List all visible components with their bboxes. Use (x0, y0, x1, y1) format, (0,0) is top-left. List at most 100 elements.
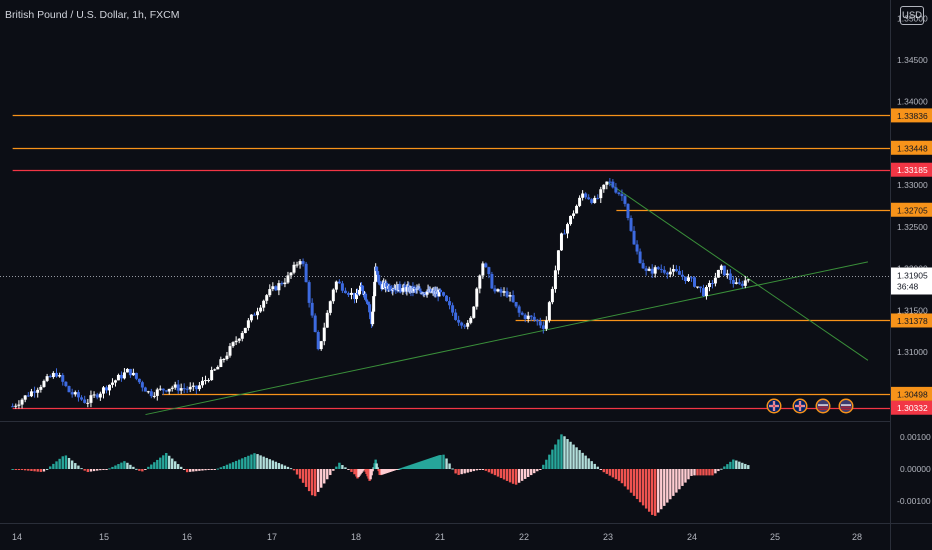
histogram-bar (678, 469, 681, 490)
histogram-bar (326, 469, 329, 480)
histogram-bar (605, 469, 609, 474)
rising-trendline[interactable] (145, 261, 869, 416)
histogram-bar (105, 469, 108, 470)
histogram-bar (323, 469, 326, 484)
histogram-bar (153, 462, 156, 469)
falling-trendline[interactable] (607, 182, 869, 361)
histogram-bar (502, 469, 506, 480)
candle-body (246, 320, 250, 328)
candle-body (301, 261, 305, 264)
candle-body (484, 263, 488, 268)
candle-body (611, 181, 615, 188)
price-tick-label: 1.31000 (897, 347, 928, 357)
histogram-bar (86, 469, 90, 473)
histogram-bar (58, 458, 61, 469)
histogram-bar (335, 466, 338, 469)
candle-body (259, 307, 263, 312)
histogram-bar (539, 469, 542, 470)
candle-body (569, 215, 573, 225)
histogram-bars[interactable] (11, 434, 750, 516)
candle-body (722, 265, 726, 276)
histogram-bar (274, 461, 278, 469)
candle-body (707, 283, 711, 288)
us-flag-icon[interactable] (838, 398, 854, 414)
gb-flag-icon[interactable] (766, 398, 782, 414)
histogram-bar (699, 469, 702, 476)
candle-body (746, 279, 750, 281)
histogram-bar (61, 456, 64, 469)
candle-body (359, 285, 363, 290)
oscillator-pane[interactable] (11, 434, 750, 516)
histogram-bar (165, 453, 168, 469)
histogram-bar (738, 461, 741, 469)
candle-body (39, 386, 43, 390)
histogram-bar (89, 469, 93, 472)
level-price-badge[interactable] (891, 108, 932, 123)
candle-body (457, 319, 461, 323)
candle-body (95, 394, 99, 398)
histogram-bar (705, 469, 708, 476)
histogram-bar (30, 469, 33, 471)
level-price-badge[interactable] (891, 400, 932, 415)
candle-body (647, 268, 651, 271)
candle-body (575, 205, 579, 214)
histogram-bar (102, 469, 105, 470)
histogram-bar (96, 469, 99, 471)
level-price-badge[interactable] (891, 202, 932, 217)
histogram-bar (320, 469, 323, 488)
histogram-bar (182, 469, 186, 470)
histogram-bar (179, 466, 183, 469)
histogram-bar (250, 454, 253, 469)
level-price-badge[interactable] (891, 162, 932, 177)
histogram-bar (508, 469, 512, 483)
candle-body (381, 284, 385, 290)
histogram-bar (654, 469, 657, 516)
level-price-badge[interactable] (891, 140, 932, 155)
candle-body (316, 331, 320, 350)
candle-body (405, 287, 409, 292)
level-price-badge[interactable] (891, 386, 932, 401)
candle-body (240, 333, 244, 339)
histogram-bar (265, 457, 268, 469)
histogram-bar (490, 469, 494, 474)
candle-body (86, 402, 90, 404)
histogram-bar (505, 469, 509, 481)
us-flag-icon[interactable] (815, 398, 831, 414)
histogram-bar (259, 455, 262, 469)
candle-body (140, 382, 144, 388)
candle-body (674, 269, 678, 272)
candle-body (701, 288, 705, 296)
histogram-bar (332, 469, 335, 471)
candle-body (365, 299, 369, 302)
histogram-bar (527, 469, 530, 477)
candle-body (514, 302, 518, 307)
candle-body (29, 391, 33, 397)
candle-body (173, 384, 177, 388)
gb-flag-icon[interactable] (792, 398, 808, 414)
candle-body (629, 218, 633, 231)
currency-button[interactable]: USD (900, 6, 924, 25)
candle-body (373, 281, 377, 297)
price-pane[interactable] (0, 114, 890, 416)
histogram-bar (478, 469, 482, 470)
candle-body (83, 399, 87, 403)
histogram-bar (247, 455, 250, 469)
candle-body (728, 273, 732, 280)
candle-body (346, 293, 350, 295)
candle-body (656, 267, 660, 269)
candle-body (454, 312, 458, 320)
histogram-bar (587, 458, 590, 469)
candles[interactable] (11, 177, 750, 409)
candle-body (469, 317, 473, 323)
candle-body (614, 187, 618, 193)
level-price-badge[interactable] (891, 313, 932, 328)
candle-body (334, 281, 338, 290)
histogram-bar (228, 463, 232, 469)
histogram-bar (371, 469, 374, 472)
candle-body (587, 197, 591, 200)
candle-body (170, 387, 174, 389)
candle-body (298, 261, 302, 265)
histogram-bar (237, 459, 241, 469)
